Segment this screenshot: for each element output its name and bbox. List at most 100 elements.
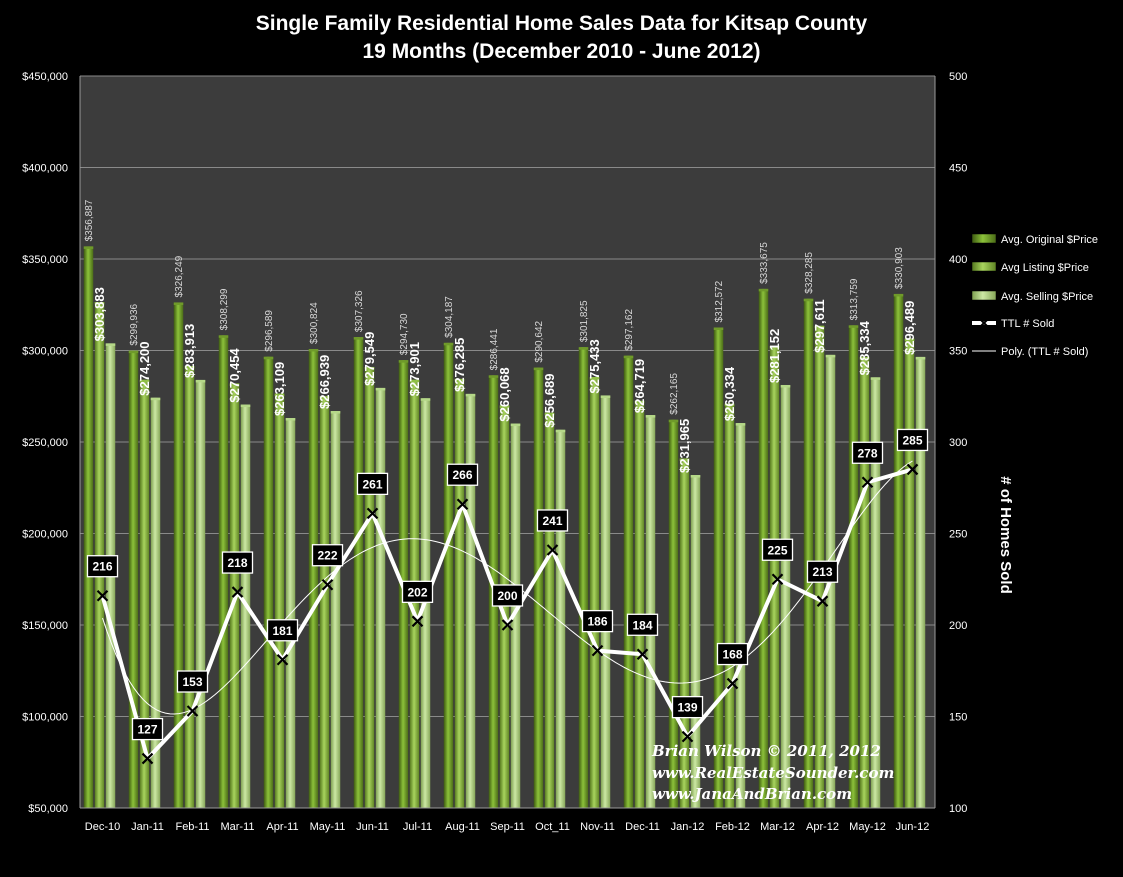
bar-original xyxy=(623,355,634,808)
sold-marker xyxy=(636,648,649,661)
bar-listing xyxy=(319,396,330,808)
y-right-tick: 500 xyxy=(949,71,967,83)
bar-cap xyxy=(814,325,825,329)
sold-label-box xyxy=(671,695,704,719)
bar-cap xyxy=(578,347,589,350)
bar-selling xyxy=(645,415,656,808)
y-left-tick: $50,000 xyxy=(28,803,68,815)
sold-label-box xyxy=(266,619,299,642)
bar-cap xyxy=(690,475,701,478)
bar-cap xyxy=(668,419,679,423)
sold-marker xyxy=(546,544,559,556)
sold-label-box xyxy=(131,717,164,741)
bar-cap xyxy=(94,302,105,305)
y-left-tick: $400,000 xyxy=(22,163,68,175)
x-tick: Jun-12 xyxy=(896,821,930,833)
bar-cap xyxy=(803,298,814,302)
sold-label: 222 xyxy=(317,549,337,563)
bar-listing xyxy=(589,377,600,808)
bar-cap xyxy=(409,379,420,383)
chart-subtitle: 19 Months (December 2010 - June 2012) xyxy=(362,40,761,63)
bar-cap xyxy=(848,325,859,328)
y-right-tick: 450 xyxy=(949,163,967,175)
chart-title: Single Family Residential Home Sales Dat… xyxy=(255,12,868,35)
sold-label: 181 xyxy=(272,624,292,638)
bar-listing xyxy=(859,356,870,808)
value-labels: $356,887 $303,883 $299,936$274,200 $326,249… xyxy=(84,199,917,473)
bar-original xyxy=(803,298,814,808)
bar-original xyxy=(668,419,679,808)
x-tick: Mar-11 xyxy=(220,821,254,833)
legend-entry: Poly. (TTL # Sold) xyxy=(1001,346,1088,358)
sold-label-box xyxy=(401,580,434,603)
original-price-label: $290,642 xyxy=(534,320,545,362)
sold-marker xyxy=(906,463,919,476)
x-tick: Nov-11 xyxy=(580,821,615,833)
sold-label: 202 xyxy=(407,585,427,599)
x-tick: Feb-11 xyxy=(175,821,209,833)
bar-cap xyxy=(488,375,499,378)
sold-marker xyxy=(726,677,739,690)
bar-selling xyxy=(465,393,476,808)
bar-original xyxy=(173,302,184,808)
bar-cap xyxy=(218,335,229,338)
bar-cap xyxy=(893,293,904,297)
y-right-tick: 250 xyxy=(949,529,967,541)
y-left-tick: $350,000 xyxy=(22,254,68,266)
y-left-tick: $150,000 xyxy=(22,620,68,632)
original-price-label: $300,824 xyxy=(309,302,320,344)
bar-selling xyxy=(375,387,386,808)
bar-original xyxy=(353,337,364,808)
bar-cap xyxy=(510,423,521,427)
y-left-tick: $300,000 xyxy=(22,346,68,358)
x-tick: May-11 xyxy=(310,821,346,833)
sold-label: 218 xyxy=(227,556,247,570)
bar-cap xyxy=(83,246,94,249)
original-price-label: $326,249 xyxy=(174,255,185,297)
bar-listing xyxy=(679,458,690,808)
sold-label-box xyxy=(491,584,524,607)
sold-marker xyxy=(681,730,694,743)
bar-listing xyxy=(544,412,555,808)
sold-label: 225 xyxy=(767,543,787,557)
y-right-tick: 350 xyxy=(949,346,967,358)
bar-original xyxy=(533,367,544,808)
x-tick: Jun-11 xyxy=(356,821,389,833)
y-left-tick: $250,000 xyxy=(22,437,68,449)
original-price-label: $301,825 xyxy=(579,300,590,342)
bar-cap xyxy=(398,360,409,363)
bar-cap xyxy=(465,393,476,397)
sold-marker xyxy=(141,752,154,765)
sold-marker xyxy=(591,644,604,657)
sold-marker xyxy=(411,615,424,628)
sold-marker xyxy=(321,578,334,591)
bar-cap xyxy=(229,383,240,386)
sold-marker xyxy=(96,589,109,602)
bar-cap xyxy=(150,397,161,401)
sold-label: 184 xyxy=(632,618,652,632)
bar-cap xyxy=(904,338,915,342)
selling-price-label: $263,109 xyxy=(272,362,287,416)
sold-marker xyxy=(456,498,469,510)
selling-price-label: $256,689 xyxy=(542,374,557,428)
x-tick: Oct_11 xyxy=(535,821,570,833)
x-tick: Mar-12 xyxy=(760,821,795,833)
bar-cap xyxy=(274,393,285,397)
bar-original xyxy=(308,348,319,808)
original-price-label: $313,759 xyxy=(849,278,860,320)
original-price-label: $328,285 xyxy=(804,252,815,294)
bar-selling xyxy=(510,423,521,808)
bar-selling xyxy=(780,384,791,808)
sold-label-box xyxy=(716,642,749,666)
bar-original xyxy=(578,347,589,808)
bar-original xyxy=(893,293,904,808)
original-price-label: $262,165 xyxy=(669,373,680,415)
y-right-tick: 100 xyxy=(949,803,967,815)
bar-cap xyxy=(319,396,330,399)
y-left-tick: $100,000 xyxy=(22,712,68,724)
bar-cap xyxy=(454,378,465,382)
bar-cap xyxy=(308,348,319,352)
bar-selling xyxy=(915,356,926,808)
y-left-tick: $450,000 xyxy=(22,71,68,83)
bar-cap xyxy=(724,403,735,407)
